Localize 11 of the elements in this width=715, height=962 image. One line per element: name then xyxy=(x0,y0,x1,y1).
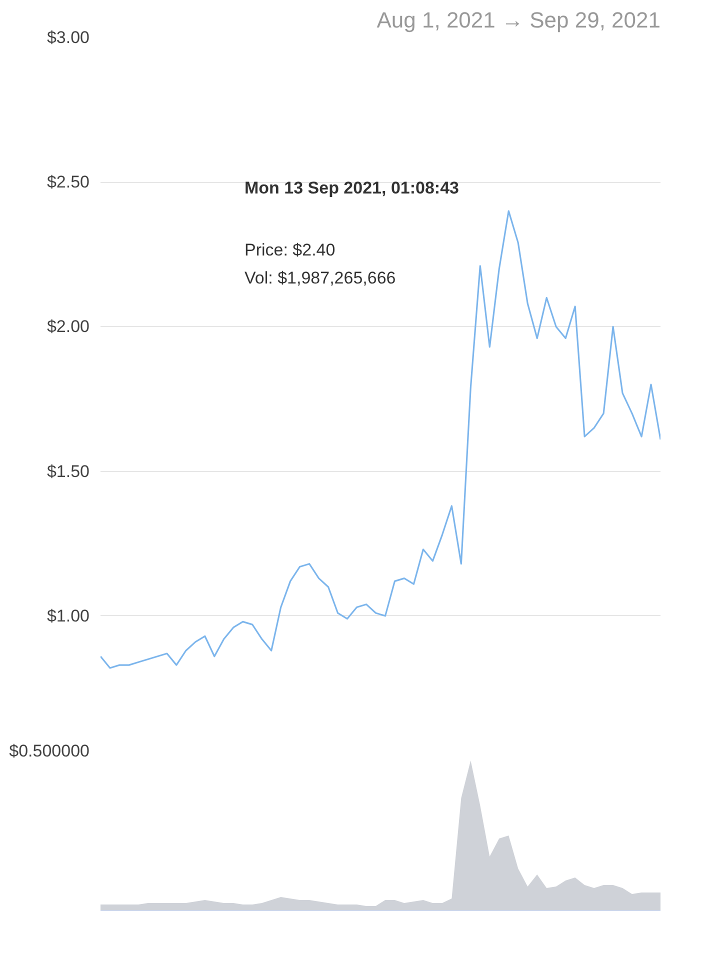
y-tick-label: $1.00 xyxy=(46,606,90,626)
chart-subtitle: Aug 1, 2021 → Sep 29, 2021 xyxy=(376,8,661,32)
annotation: Price: $2.40 xyxy=(244,240,336,260)
y-tick-label: $3.00 xyxy=(46,28,90,47)
y-tick-label: $0.500000 xyxy=(9,742,90,760)
y-tick-label: $1.50 xyxy=(46,462,90,481)
annotation: Vol: $1,987,265,666 xyxy=(244,268,396,288)
y-tick-label: $2.00 xyxy=(46,317,90,336)
line-series xyxy=(100,210,660,669)
y-tick-label: $2.50 xyxy=(46,172,90,192)
annotation: Mon 13 Sep 2021, 01:08:43 xyxy=(244,178,460,198)
